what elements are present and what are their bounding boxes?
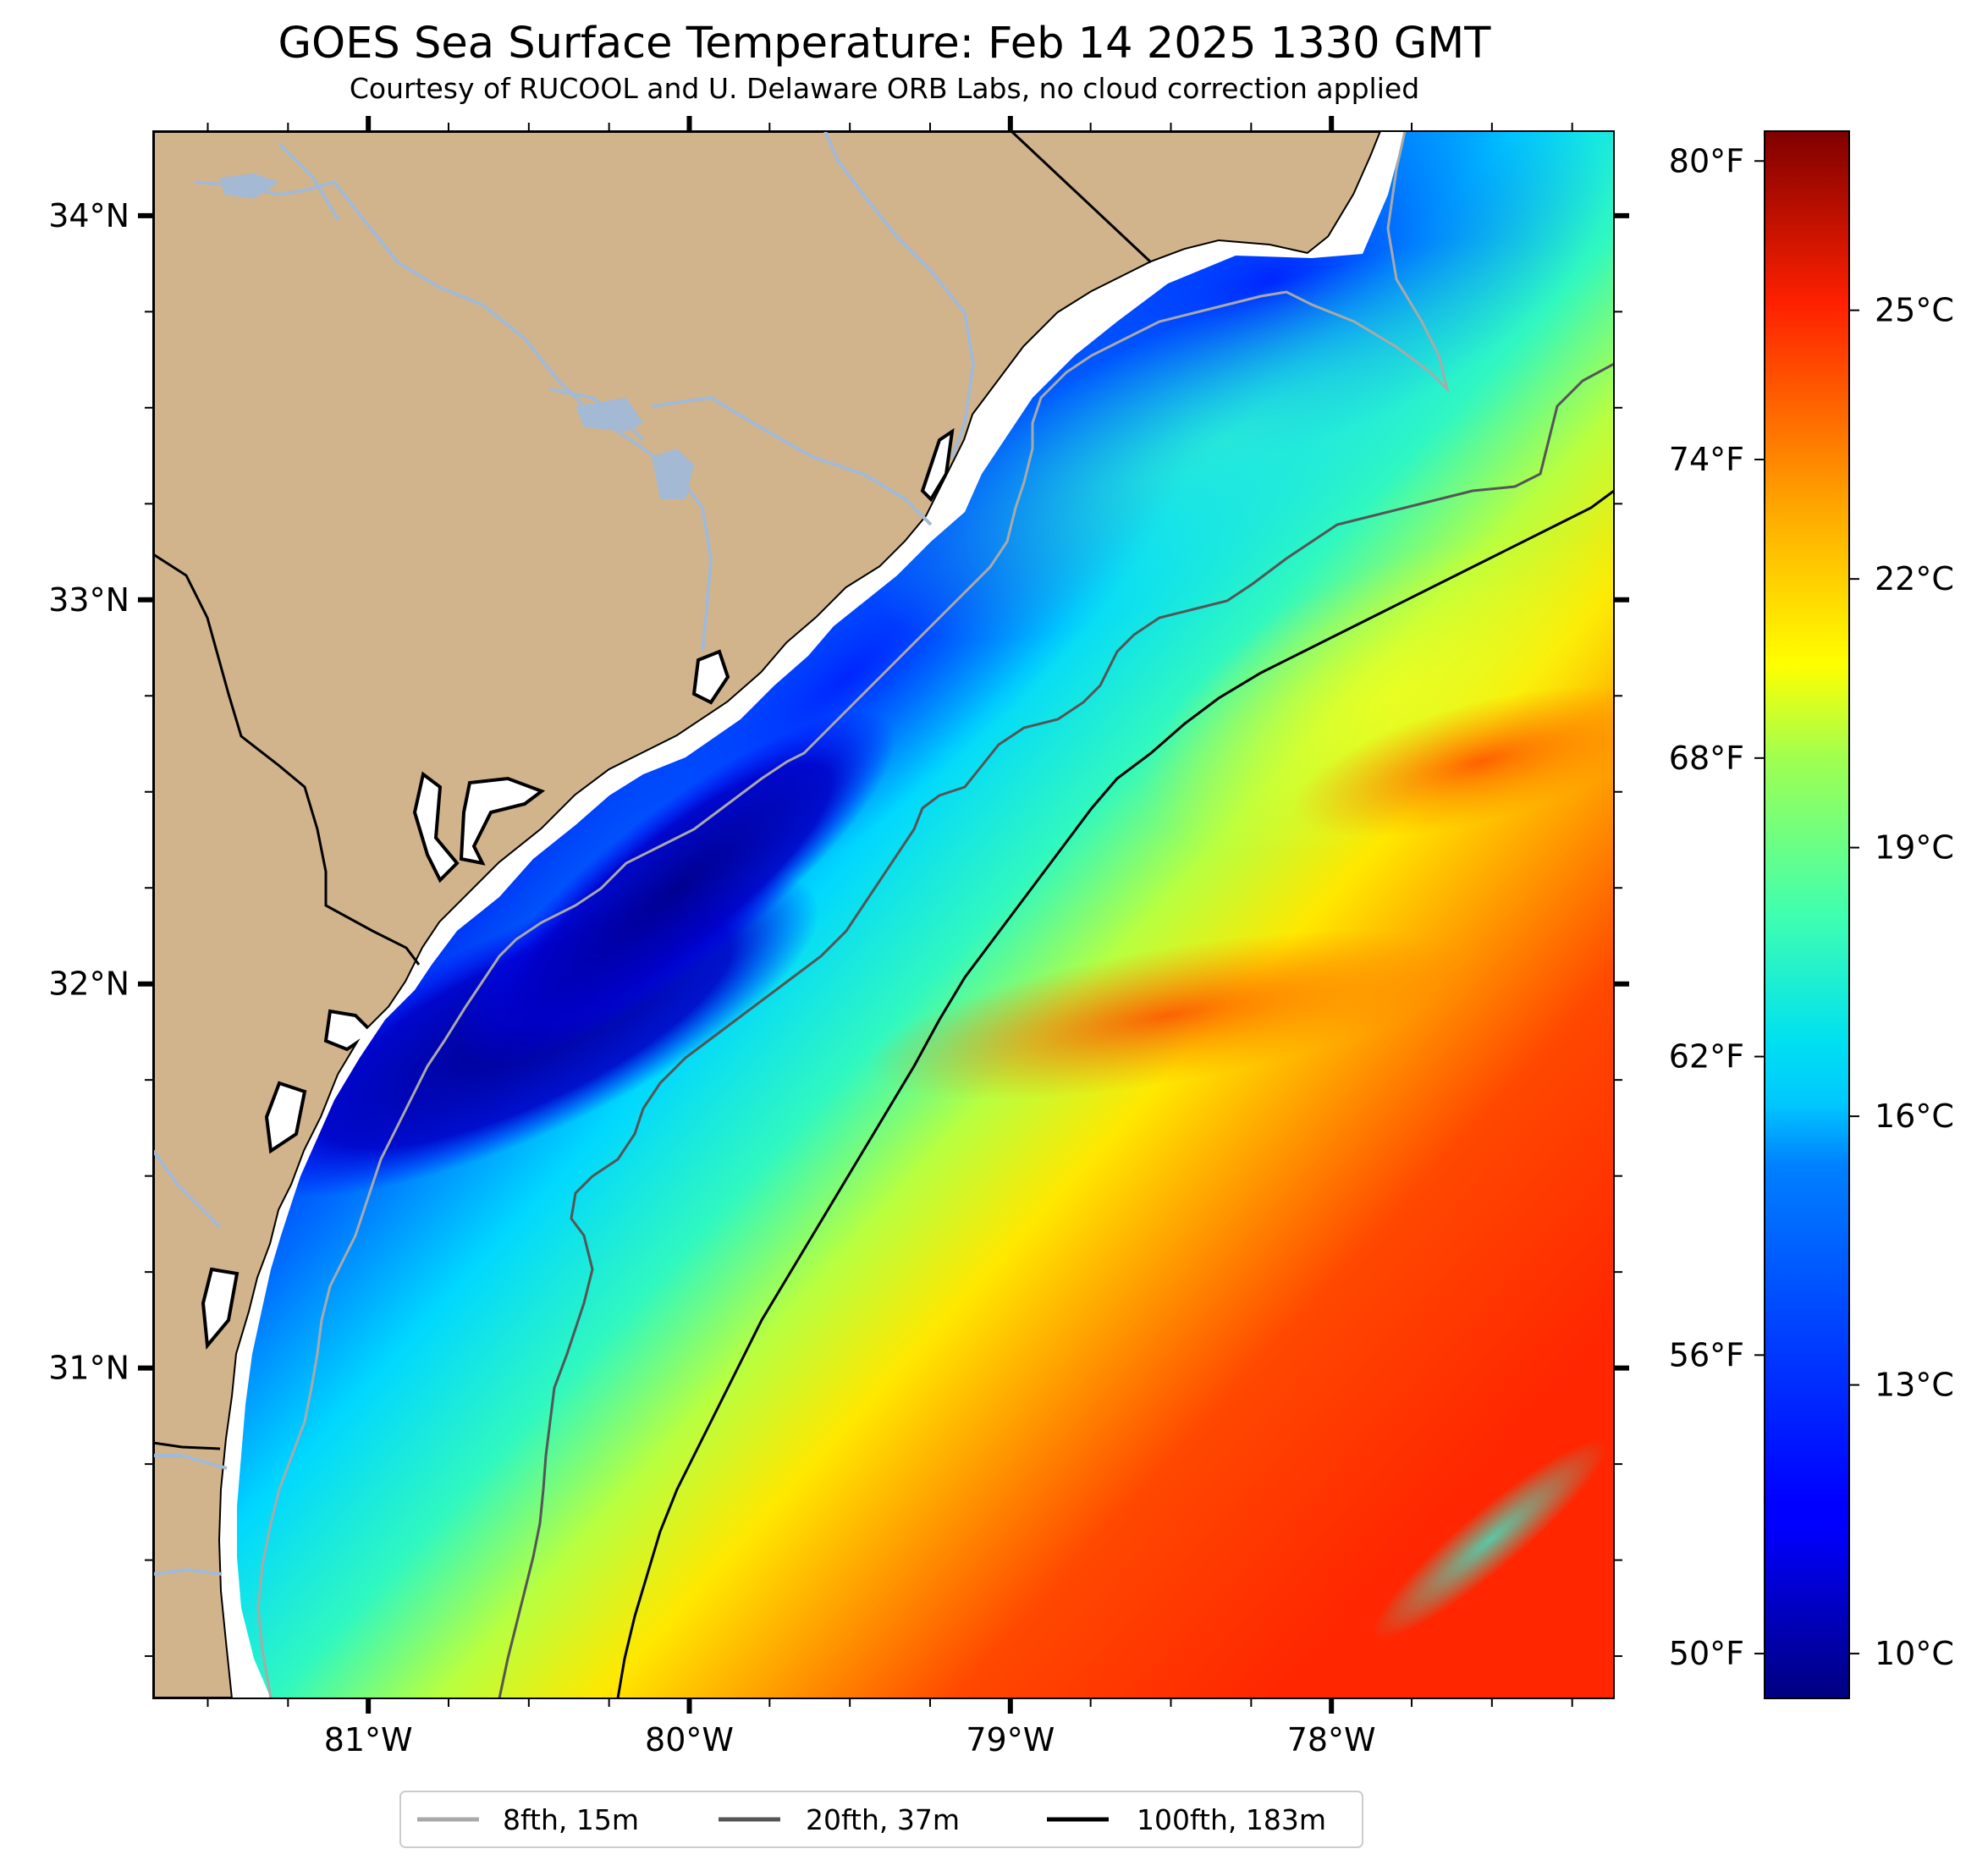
isobath-100fth <box>616 489 1614 1698</box>
estuary-port-royal <box>459 776 546 866</box>
legend-label-8fth: 8fth, 15m <box>503 1803 639 1836</box>
estuary-st-helena <box>412 771 460 883</box>
estuary-st-andrew <box>201 1267 240 1350</box>
estuary-charleston <box>691 649 730 705</box>
figure-title: GOES Sea Surface Temperature: Feb 14 202… <box>278 19 1492 69</box>
fahrenheit-tick-label: 80°F <box>1669 142 1744 179</box>
celsius-tick-label: 13°C <box>1875 1367 1954 1404</box>
border-nc-sc <box>1010 131 1153 264</box>
colorbar <box>1764 130 1850 1699</box>
river-1 <box>194 179 713 652</box>
rivers <box>153 131 976 1576</box>
state-borders <box>153 131 1153 1450</box>
river-4 <box>823 131 976 458</box>
lat-tick-label: 31°N <box>48 1350 129 1387</box>
lat-tick-label: 34°N <box>48 197 129 234</box>
reservoir-marion <box>575 398 643 432</box>
river-8 <box>153 1454 228 1470</box>
celsius-tick-label: 19°C <box>1875 829 1954 867</box>
river-5 <box>278 142 340 222</box>
celsius-tick-label: 22°C <box>1875 560 1954 597</box>
river-6 <box>153 1149 222 1229</box>
lon-tick-label: 79°W <box>966 1721 1055 1758</box>
map-panel <box>153 131 1614 1698</box>
sst-warm-patch-1 <box>1292 685 1614 839</box>
river-7 <box>153 1567 223 1576</box>
fahrenheit-tick-label: 74°F <box>1669 441 1744 478</box>
sst-cyan-filament <box>1371 1439 1608 1641</box>
figure-subtitle: Courtesy of RUCOOL and U. Delaware ORB L… <box>350 72 1419 105</box>
river-3 <box>651 395 933 526</box>
isobath-8fth <box>256 131 1450 1698</box>
reservoir-moultrie <box>652 448 694 499</box>
fahrenheit-tick-label: 50°F <box>1669 1635 1744 1672</box>
isobath-20fth <box>498 362 1614 1698</box>
celsius-tick-label: 10°C <box>1875 1635 1954 1672</box>
coastal-nodata-strip <box>220 131 1405 1698</box>
fahrenheit-tick-label: 56°F <box>1669 1336 1744 1373</box>
map-ticks: 81°W 80°W 79°W 78°W 34°N 33°N 32°N 31°N <box>48 116 1629 1758</box>
colorbar-ticks: 25°C 22°C 19°C 16°C 13°C 10°C 80°F 74°F 68°F 62°F… <box>1669 142 1954 1672</box>
celsius-tick-label: 16°C <box>1875 1098 1954 1135</box>
lake-waccamaw <box>220 173 279 199</box>
lon-tick-label: 81°W <box>324 1721 413 1758</box>
sst-cold-core-2 <box>458 711 896 1066</box>
legend-label-20fth: 20fth, 37m <box>806 1803 960 1836</box>
border-ga-fl <box>153 1441 221 1450</box>
lat-tick-label: 33°N <box>48 581 129 619</box>
lat-tick-label: 32°N <box>48 966 129 1003</box>
map-frame <box>152 130 1615 1699</box>
border-sc-ga <box>153 553 421 966</box>
sst-cyan-band <box>870 239 1584 641</box>
sst-yellow-band <box>1145 531 1614 856</box>
celsius-tick-label: 25°C <box>1875 292 1954 329</box>
sst-warm-patch-2 <box>867 930 1468 1101</box>
lon-tick-label: 80°W <box>645 1721 734 1758</box>
estuary-winyah <box>920 427 955 503</box>
lon-tick-label: 78°W <box>1287 1721 1376 1758</box>
legend-label-100fth: 100fth, 183m <box>1137 1803 1326 1836</box>
fahrenheit-tick-label: 62°F <box>1669 1038 1744 1076</box>
legend: 8fth, 15m 20fth, 37m 100fth, 183m <box>399 1791 1363 1848</box>
estuary-sapelo <box>264 1081 307 1154</box>
legend-box <box>399 1791 1363 1848</box>
fahrenheit-tick-label: 68°F <box>1669 740 1744 777</box>
